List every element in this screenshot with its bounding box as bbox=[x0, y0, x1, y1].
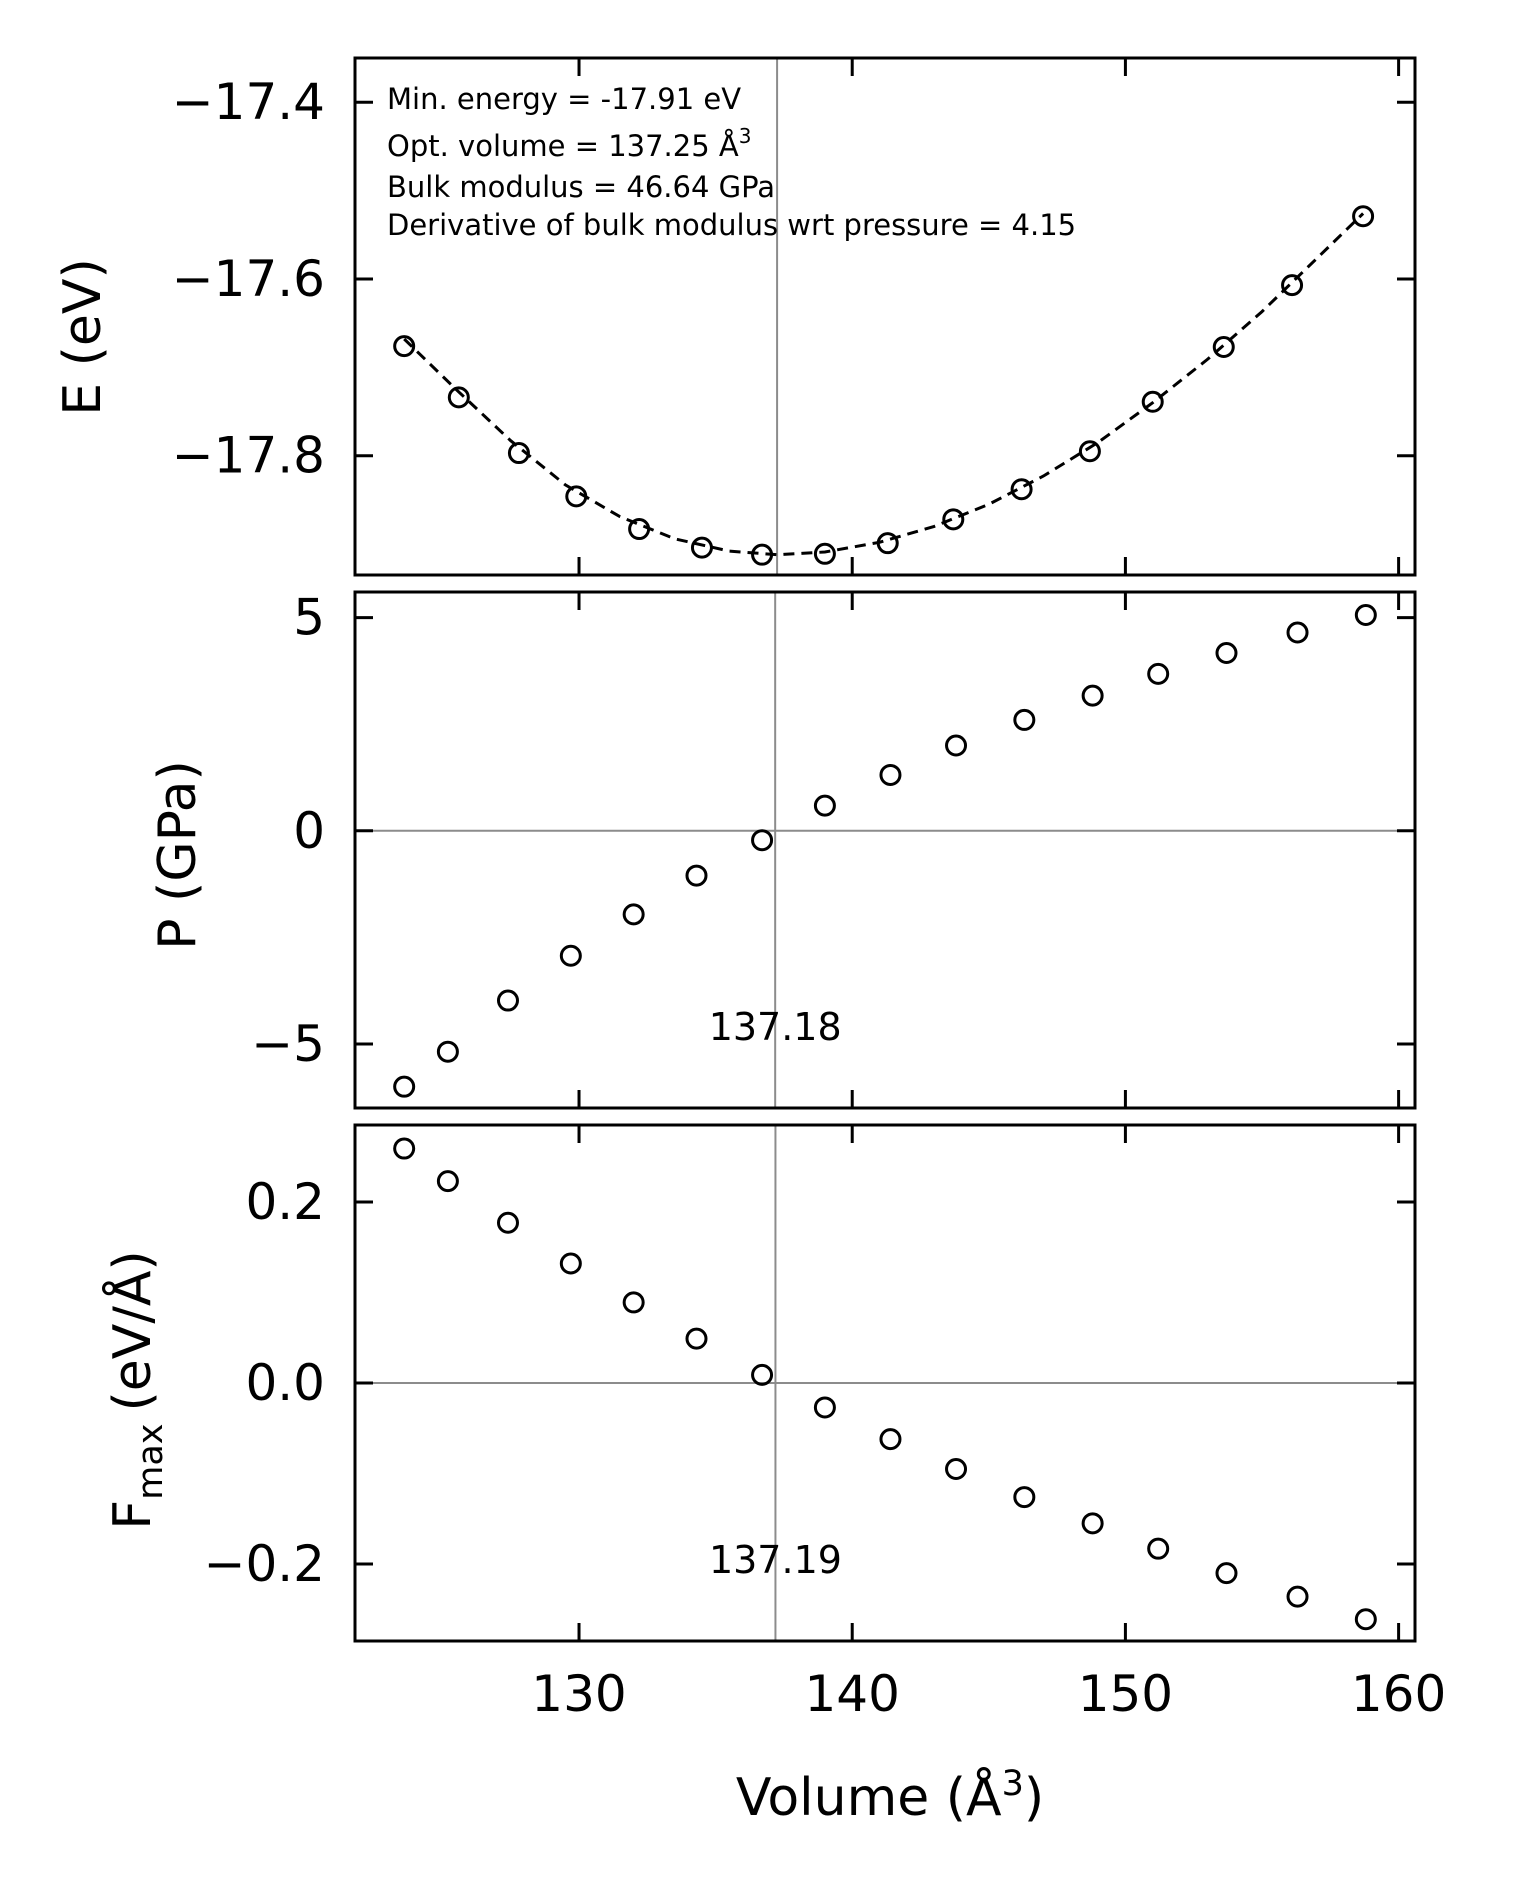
force-ylabel-units: (eV/Å) bbox=[101, 1250, 163, 1411]
pressure-data-point bbox=[393, 1075, 416, 1098]
force-ylabel-main: F bbox=[103, 1500, 163, 1530]
pressure-data-point bbox=[1147, 662, 1170, 685]
energy-panel: −17.4 −17.6 −17.8 bbox=[172, 56, 1417, 577]
energy-data-point bbox=[942, 508, 965, 531]
force-xtick-label: 140 bbox=[804, 1665, 899, 1723]
force-data-point bbox=[393, 1137, 416, 1160]
pressure-data-point bbox=[496, 989, 519, 1012]
energy-ytick-label: −17.4 bbox=[172, 73, 325, 131]
energy-annotation: Min. energy = -17.91 eV Opt. volume = 13… bbox=[387, 82, 1076, 242]
force-data-point bbox=[1354, 1608, 1377, 1631]
energy-axes-frame bbox=[353, 56, 1417, 577]
force-xtick-label: 150 bbox=[1078, 1665, 1173, 1723]
energy-ytick-label: −17.8 bbox=[172, 427, 325, 485]
pressure-data-point bbox=[813, 794, 836, 817]
force-ytick-label: −0.2 bbox=[204, 1535, 325, 1593]
force-xtick-label: 160 bbox=[1351, 1665, 1446, 1723]
x-axis-title-close: ) bbox=[1024, 1768, 1044, 1828]
force-data-point bbox=[945, 1458, 968, 1480]
annotation-opt-volume: Opt. volume = 137.25 Å3 bbox=[387, 124, 751, 163]
force-ytick-label: 0.0 bbox=[245, 1354, 325, 1412]
force-ytick-label: 0.2 bbox=[245, 1173, 325, 1231]
force-data-point bbox=[751, 1363, 774, 1386]
energy-data-point bbox=[1281, 274, 1304, 297]
energy-data-point bbox=[813, 542, 836, 565]
energy-data-point bbox=[1212, 335, 1235, 358]
pressure-ylabel: P (GPa) bbox=[148, 760, 208, 950]
energy-data-point bbox=[507, 442, 530, 465]
energy-fit-curve bbox=[403, 212, 1365, 557]
pressure-reference-label: 137.18 bbox=[709, 1005, 842, 1049]
pressure-data-point bbox=[436, 1040, 459, 1063]
x-axis-title-superscript: 3 bbox=[1002, 1764, 1024, 1804]
pressure-data-point bbox=[751, 829, 774, 852]
pressure-data-point bbox=[1354, 604, 1377, 627]
pressure-data-point bbox=[1215, 641, 1238, 664]
force-data-point bbox=[496, 1211, 519, 1234]
force-data-point bbox=[685, 1327, 708, 1350]
annotation-bulk-modulus-derivative: Derivative of bulk modulus wrt pressure … bbox=[387, 208, 1076, 242]
force-data-point bbox=[622, 1291, 645, 1314]
pressure-data-point bbox=[945, 734, 968, 757]
force-data-point bbox=[1081, 1512, 1104, 1535]
force-data-point bbox=[813, 1396, 836, 1419]
energy-ytick-label: −17.6 bbox=[172, 250, 325, 308]
energy-data-point bbox=[1141, 390, 1164, 413]
force-ylabel-subscript: max bbox=[131, 1424, 171, 1500]
force-data-point bbox=[1286, 1585, 1309, 1608]
pressure-ytick-label: 0 bbox=[293, 802, 325, 860]
force-ylabel: Fmax (eV/Å) bbox=[101, 1250, 171, 1529]
force-data-point bbox=[436, 1170, 459, 1193]
energy-data-point bbox=[1078, 440, 1101, 463]
pressure-axes-frame bbox=[353, 590, 1417, 1110]
pressure-data-point bbox=[1013, 708, 1036, 731]
pressure-ytick-label: −5 bbox=[251, 1015, 325, 1073]
pressure-data-point bbox=[1286, 621, 1309, 644]
annotation-opt-volume-superscript: 3 bbox=[739, 124, 752, 148]
x-axis-title: Volume (Å3) bbox=[736, 1764, 1044, 1828]
energy-data-point bbox=[1010, 478, 1033, 501]
energy-data-point bbox=[1352, 205, 1375, 228]
pressure-ytick-label: 5 bbox=[293, 589, 325, 647]
force-xtick-label: 130 bbox=[531, 1665, 626, 1723]
annotation-bulk-modulus: Bulk modulus = 46.64 GPa bbox=[387, 170, 775, 204]
force-data-point bbox=[1147, 1537, 1170, 1560]
energy-data-point bbox=[393, 335, 416, 358]
energy-data-point bbox=[447, 386, 470, 409]
annotation-min-energy: Min. energy = -17.91 eV bbox=[387, 82, 741, 116]
force-axes-frame bbox=[353, 1123, 1417, 1643]
energy-ylabel: E (eV) bbox=[53, 258, 113, 416]
pressure-data-point bbox=[622, 903, 645, 926]
force-data-point bbox=[1215, 1562, 1238, 1585]
force-data-point bbox=[879, 1428, 902, 1451]
pressure-data-point bbox=[1081, 684, 1104, 707]
energy-data-point bbox=[690, 536, 713, 559]
pressure-data-point bbox=[879, 763, 902, 786]
force-panel: 137.19 0.2 0.0 −0.2 130 140 150 160 bbox=[204, 1123, 1446, 1723]
pressure-data-point bbox=[685, 864, 708, 887]
force-reference-label: 137.19 bbox=[709, 1538, 842, 1582]
annotation-opt-volume-text: Opt. volume = 137.25 Å bbox=[387, 129, 739, 163]
pressure-data-point bbox=[559, 944, 582, 967]
x-axis-title-main: Volume (Å bbox=[736, 1766, 1002, 1828]
force-data-point bbox=[1013, 1486, 1036, 1509]
pressure-panel: 137.18 5 0 −5 bbox=[251, 589, 1417, 1110]
force-data-point bbox=[559, 1252, 582, 1275]
